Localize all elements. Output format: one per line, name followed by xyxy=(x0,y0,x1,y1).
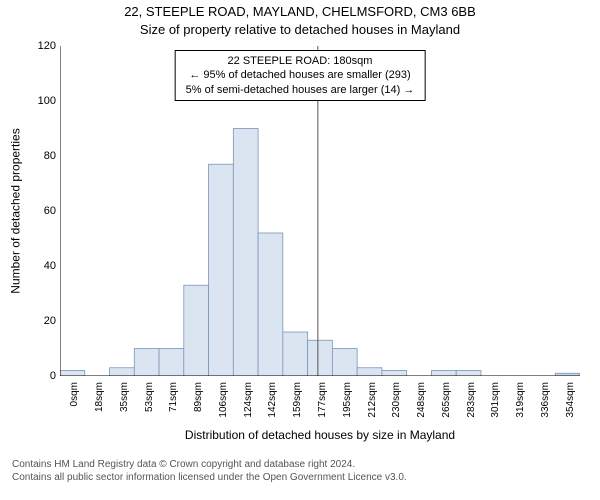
x-tick-label: 0sqm xyxy=(69,382,80,406)
x-axis-label: Distribution of detached houses by size … xyxy=(60,428,580,442)
histogram-bar xyxy=(184,285,209,376)
y-tick-label: 100 xyxy=(38,95,56,107)
histogram-bar xyxy=(456,371,481,377)
annotation-line1: 22 STEEPLE ROAD: 180sqm xyxy=(186,54,415,68)
x-tick-label: 159sqm xyxy=(292,382,303,418)
x-tick-label: 71sqm xyxy=(168,382,179,412)
chart-title-subtitle: Size of property relative to detached ho… xyxy=(0,22,600,37)
x-tick-label: 53sqm xyxy=(144,382,155,412)
histogram-bar xyxy=(159,349,184,377)
x-tick-label: 336sqm xyxy=(540,382,551,418)
x-tick-label: 89sqm xyxy=(193,382,204,412)
x-tick-label: 195sqm xyxy=(342,382,353,418)
x-tick-label: 301sqm xyxy=(490,382,501,418)
annotation-callout: 22 STEEPLE ROAD: 180sqm ← 95% of detache… xyxy=(175,50,426,101)
x-tick-label: 283sqm xyxy=(466,382,477,418)
x-tick-label: 142sqm xyxy=(267,382,278,418)
histogram-bar xyxy=(382,371,407,377)
y-tick-label: 20 xyxy=(44,315,56,327)
x-tick-label: 106sqm xyxy=(218,382,229,418)
y-tick-label: 120 xyxy=(38,40,56,52)
x-tick-label: 18sqm xyxy=(94,382,105,412)
histogram-bar xyxy=(308,340,333,376)
y-tick-label: 40 xyxy=(44,260,56,272)
y-axis-label: Number of detached properties xyxy=(8,46,24,376)
histogram-bar xyxy=(332,349,357,377)
x-tick-label: 265sqm xyxy=(441,382,452,418)
footer-line2: Contains all public sector information l… xyxy=(12,471,588,484)
x-tick-label: 354sqm xyxy=(565,382,576,418)
footer-attribution: Contains HM Land Registry data © Crown c… xyxy=(12,458,588,484)
x-tick-label: 230sqm xyxy=(391,382,402,418)
x-tick-label: 177sqm xyxy=(317,382,328,418)
x-tick-label: 319sqm xyxy=(515,382,526,418)
chart-container: 22, STEEPLE ROAD, MAYLAND, CHELMSFORD, C… xyxy=(0,0,600,500)
histogram-bar xyxy=(283,332,308,376)
histogram-bar xyxy=(209,164,234,376)
annotation-line2: ← 95% of detached houses are smaller (29… xyxy=(186,68,415,82)
histogram-bar xyxy=(357,368,382,376)
footer-line1: Contains HM Land Registry data © Crown c… xyxy=(12,458,588,471)
annotation-line3: 5% of semi-detached houses are larger (1… xyxy=(186,83,415,97)
chart-title-address: 22, STEEPLE ROAD, MAYLAND, CHELMSFORD, C… xyxy=(0,4,600,19)
histogram-bar xyxy=(110,368,135,376)
x-tick-label: 35sqm xyxy=(119,382,130,412)
y-tick-label: 0 xyxy=(50,370,56,382)
x-tick-label: 248sqm xyxy=(416,382,427,418)
y-tick-label: 60 xyxy=(44,205,56,217)
histogram-bar xyxy=(258,233,283,376)
x-tick-label: 212sqm xyxy=(367,382,378,418)
y-tick-label: 80 xyxy=(44,150,56,162)
histogram-bar xyxy=(60,371,85,377)
histogram-bar xyxy=(431,371,456,377)
x-tick-label: 124sqm xyxy=(243,382,254,418)
histogram-bar xyxy=(134,349,159,377)
histogram-bar xyxy=(233,129,258,377)
